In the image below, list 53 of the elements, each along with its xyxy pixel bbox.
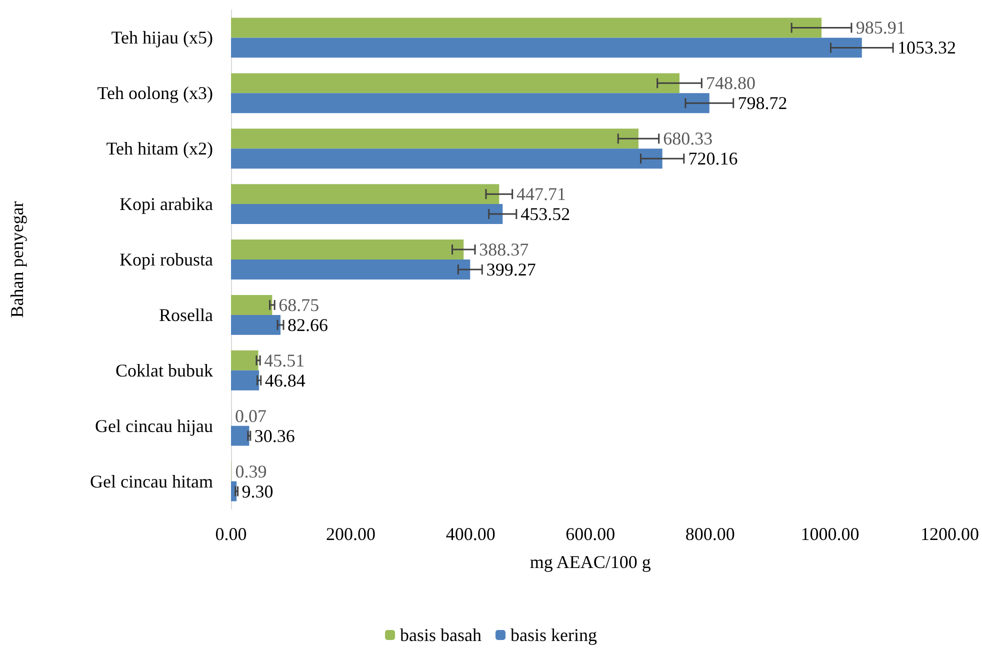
data-label: 30.36 <box>254 426 295 446</box>
bar <box>231 184 500 204</box>
x-tick-label: 1000.00 <box>800 524 860 544</box>
legend-label: basis basah <box>400 625 482 645</box>
data-label: 399.27 <box>486 259 536 280</box>
x-tick-label: 200.00 <box>326 524 376 544</box>
bar <box>231 128 638 149</box>
bar <box>231 93 710 114</box>
bar <box>231 260 470 280</box>
bar <box>231 350 258 370</box>
y-tick-label: Teh hitam (x2) <box>106 138 213 159</box>
bar <box>231 294 272 315</box>
y-tick-label: Kopi arabika <box>120 194 214 214</box>
bar <box>231 204 503 224</box>
bar <box>231 73 680 94</box>
y-tick-label: Gel cincau hitam <box>90 471 213 492</box>
bar <box>231 18 822 38</box>
bar <box>231 148 662 169</box>
data-label: 82.66 <box>288 314 328 335</box>
y-tick-label: Teh oolong (x3) <box>97 83 214 104</box>
x-tick-label: 600.00 <box>566 524 616 544</box>
data-label: 453.52 <box>520 204 570 224</box>
data-label: 680.33 <box>663 128 713 149</box>
y-tick-label: Kopi robusta <box>120 250 213 270</box>
data-label: 0.39 <box>235 461 267 482</box>
data-label: 447.71 <box>516 184 566 204</box>
y-tick-label: Gel cincau hijau <box>95 416 213 436</box>
data-label: 1053.32 <box>898 38 956 58</box>
data-label: 985.91 <box>856 18 906 38</box>
y-tick-label: Rosella <box>159 304 213 325</box>
x-axis-title: mg AEAC/100 g <box>530 552 651 572</box>
bar <box>231 426 250 446</box>
data-label: 748.80 <box>706 73 756 94</box>
bar <box>231 314 281 335</box>
bar <box>231 240 464 260</box>
data-label: 720.16 <box>688 148 738 169</box>
y-tick-label: Teh hijau (x5) <box>111 28 213 48</box>
data-label: 798.72 <box>738 93 788 114</box>
x-tick-label: 1200.00 <box>920 524 979 544</box>
bar <box>231 370 260 390</box>
y-tick-label: Coklat bubuk <box>116 360 213 380</box>
data-label: 68.75 <box>278 294 320 315</box>
data-label: 388.37 <box>479 240 529 260</box>
x-tick-label: 800.00 <box>685 524 735 544</box>
data-label: 46.84 <box>264 370 306 390</box>
x-tick-label: 0.00 <box>215 524 247 544</box>
y-axis-title: Bahan penyegar <box>7 201 27 318</box>
legend-label: basis kering <box>510 625 597 645</box>
bar <box>231 38 862 58</box>
data-label: 0.07 <box>235 406 267 426</box>
data-label: 9.30 <box>242 481 274 502</box>
x-tick-label: 400.00 <box>446 524 496 544</box>
data-label: 45.51 <box>264 350 305 370</box>
